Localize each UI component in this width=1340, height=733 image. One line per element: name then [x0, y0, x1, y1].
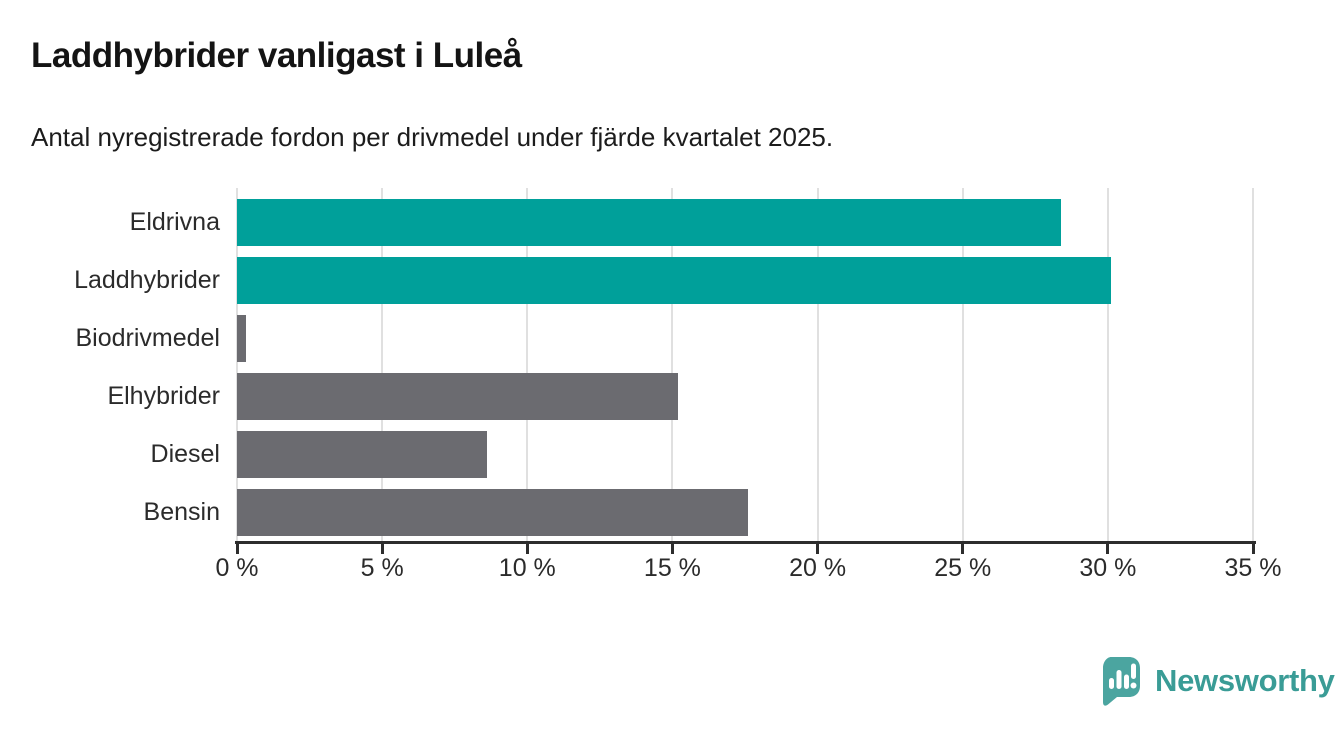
axis-tick-label: 5 % — [360, 554, 404, 582]
axis-tick-15 — [670, 541, 674, 554]
bar-laddhybrider — [237, 256, 1111, 304]
axis-tick-label: 0 % — [215, 554, 259, 582]
bar-elhybrider — [237, 372, 679, 420]
bar-bensin — [237, 488, 748, 536]
category-label: Bensin — [143, 497, 220, 526]
axis-tick-25 — [961, 541, 965, 554]
category-label: Laddhybrider — [74, 265, 220, 294]
axis-tick-label: 10 % — [498, 554, 556, 582]
bar-rows: Eldrivna Laddhybrider Biodrivmedel Elhybrid… — [0, 193, 1340, 541]
chart-subtitle: Antal nyregistrerade fordon per drivmede… — [31, 122, 834, 152]
axis-tick-0 — [235, 541, 239, 554]
bar-eldrivna — [237, 198, 1062, 246]
axis-tick-label: 15 % — [643, 554, 701, 582]
category-label: Diesel — [150, 439, 220, 468]
bar-row: Bensin — [0, 483, 1340, 541]
bar-row: Eldrivna — [0, 193, 1340, 251]
axis-tick-20 — [816, 541, 820, 554]
axis-tick-10 — [525, 541, 529, 554]
bar-row: Diesel — [0, 425, 1340, 483]
axis-tick-5 — [380, 541, 384, 554]
category-label: Eldrivna — [129, 207, 220, 236]
category-label: Elhybrider — [107, 381, 220, 410]
axis-tick-30 — [1106, 541, 1110, 554]
bar-diesel — [237, 430, 487, 478]
chart-title: Laddhybrider vanligast i Luleå — [31, 36, 522, 75]
newsworthy-logo-text: Newsworthy — [1155, 663, 1335, 698]
axis-tick-label: 25 % — [934, 554, 992, 582]
axis-tick-35 — [1251, 541, 1255, 554]
x-axis-line — [235, 541, 1256, 544]
gridline-20 — [816, 188, 819, 541]
axis-tick-label: 20 % — [789, 554, 847, 582]
axis-tick-label: 35 % — [1224, 554, 1282, 582]
gridline-15 — [671, 188, 674, 541]
bar-row: Elhybrider — [0, 367, 1340, 425]
newsworthy-logo-icon — [1103, 657, 1140, 706]
gridline-35 — [1252, 188, 1254, 541]
newsworthy-logo: Newsworthy — [1098, 655, 1335, 707]
gridline-10 — [526, 188, 529, 541]
bar-row: Biodrivmedel — [0, 309, 1340, 367]
gridlines-layer — [236, 188, 1254, 541]
category-label: Biodrivmedel — [75, 323, 220, 352]
axis-tick-label: 30 % — [1079, 554, 1137, 582]
gridline-0 — [236, 188, 238, 541]
bar-row: Laddhybrider — [0, 251, 1340, 309]
gridline-5 — [381, 188, 384, 541]
bar-biodrivmedel — [237, 314, 246, 362]
gridline-25 — [961, 188, 964, 541]
gridline-30 — [1106, 188, 1109, 541]
